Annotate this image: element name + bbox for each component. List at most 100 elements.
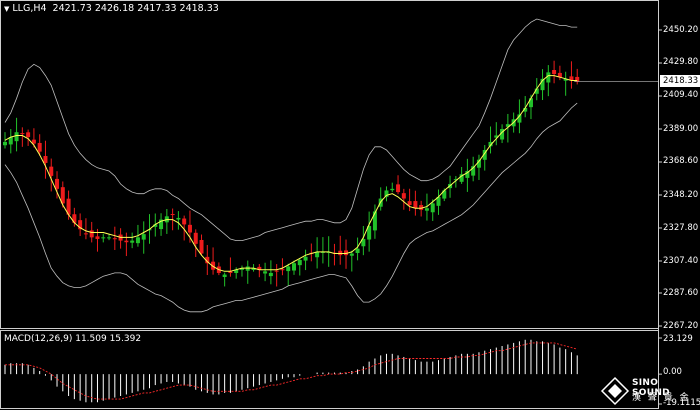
candle-body xyxy=(523,107,528,112)
candle-body xyxy=(303,256,308,261)
candle-body xyxy=(320,251,325,253)
candle-body xyxy=(488,141,493,147)
price-tick: 2348.20 xyxy=(663,190,699,200)
candle-body xyxy=(355,248,360,254)
macd-subwindow[interactable] xyxy=(0,330,700,410)
candle-body xyxy=(315,251,320,258)
open-price: 2421.73 xyxy=(52,3,92,14)
candle-body xyxy=(211,261,216,270)
candle-body xyxy=(349,253,354,256)
candle-body xyxy=(413,201,418,209)
high-price: 2426.18 xyxy=(94,3,135,14)
macd-label: MACD(12,26,9) 11.509 15.392 xyxy=(4,334,142,344)
candle-body xyxy=(436,196,441,206)
macd-signal-line xyxy=(5,342,578,400)
candle-body xyxy=(505,124,510,127)
candle-body xyxy=(135,237,140,244)
price-tick: 2429.80 xyxy=(663,57,699,67)
macd-tick: 23.129 xyxy=(663,334,693,344)
candle-body xyxy=(401,193,406,199)
candle-body xyxy=(101,237,106,239)
candle-body xyxy=(390,188,395,191)
bollinger-upper-line xyxy=(4,18,578,241)
candle-body xyxy=(170,214,175,216)
candle-body xyxy=(453,179,458,181)
candle-body xyxy=(26,132,31,138)
candle-body xyxy=(176,217,181,220)
candle-body xyxy=(471,166,476,176)
candle-body xyxy=(60,187,65,204)
candle-body xyxy=(20,133,25,135)
chart-header: ▼ LLG,H4 2421.73 2426.18 2417.33 2418.33 xyxy=(4,3,219,14)
candle-body xyxy=(274,270,279,272)
candle-body xyxy=(205,256,210,264)
candle-body xyxy=(482,150,487,160)
candle-body xyxy=(540,78,545,91)
candle-body xyxy=(419,205,424,210)
candle-body xyxy=(3,141,7,146)
price-tick: 2368.60 xyxy=(663,156,699,166)
symbol-menu-icon[interactable]: ▼ xyxy=(4,5,10,13)
candle-body xyxy=(500,128,505,140)
low-price: 2417.33 xyxy=(137,3,177,14)
candle-body xyxy=(442,190,447,199)
candle-body xyxy=(89,230,94,238)
candle-body xyxy=(407,201,412,206)
macd-frame xyxy=(0,330,659,409)
candle-body xyxy=(182,218,187,225)
price-tick: 2450.20 xyxy=(663,25,699,35)
candle-body xyxy=(268,272,273,277)
candle-body xyxy=(263,271,268,274)
candle-body xyxy=(297,260,302,266)
candle-body xyxy=(384,190,389,197)
price-chart[interactable] xyxy=(0,0,700,330)
candle-body xyxy=(78,220,83,230)
candle-body xyxy=(72,214,77,223)
candle-body xyxy=(563,78,568,81)
logo-subtext: 漢 聲 貴 金 xyxy=(632,393,691,403)
candle-body xyxy=(372,211,377,231)
moving-average-line xyxy=(4,75,578,272)
candle-body xyxy=(546,72,551,83)
candle-body xyxy=(14,132,19,142)
candle-body xyxy=(424,208,429,211)
candle-body xyxy=(66,198,71,215)
price-tick: 2287.60 xyxy=(663,288,699,298)
candle-body xyxy=(534,88,539,94)
candle-body xyxy=(528,98,533,108)
logo-diamond-icon xyxy=(600,376,630,406)
candle-body xyxy=(31,139,36,144)
candle-body xyxy=(430,203,435,213)
candle-body xyxy=(396,184,401,193)
candle-body xyxy=(292,263,296,271)
candle-body xyxy=(361,238,366,247)
candle-body xyxy=(476,159,481,168)
candle-body xyxy=(251,268,256,271)
bollinger-lower-line xyxy=(4,102,578,313)
candle-body xyxy=(344,250,349,256)
macd-tick: -19.1115 xyxy=(663,398,700,408)
symbol-label: LLG,H4 xyxy=(12,3,47,14)
candle-body xyxy=(552,70,557,74)
price-tick: 2267.20 xyxy=(663,321,699,331)
candle-body xyxy=(257,266,262,270)
logo-text: SINO SOUND xyxy=(632,378,670,398)
price-tick: 2389.00 xyxy=(663,124,699,134)
price-tick: 2409.40 xyxy=(663,90,699,100)
candle-body xyxy=(187,224,192,233)
candle-body xyxy=(141,234,146,240)
candle-body xyxy=(130,240,135,243)
candle-body xyxy=(517,114,522,123)
candle-body xyxy=(83,233,88,235)
close-price: 2418.33 xyxy=(179,3,219,14)
candle-body xyxy=(124,240,129,243)
candle-body xyxy=(367,226,372,240)
candle-body xyxy=(112,238,117,240)
candle-body xyxy=(459,174,464,182)
price-tick: 2327.80 xyxy=(663,223,699,233)
chart-frame xyxy=(0,0,659,329)
macd-tick: 0.00 xyxy=(663,367,682,377)
candle-body xyxy=(280,269,285,271)
current-price-tag: 2418.33 xyxy=(660,75,700,87)
